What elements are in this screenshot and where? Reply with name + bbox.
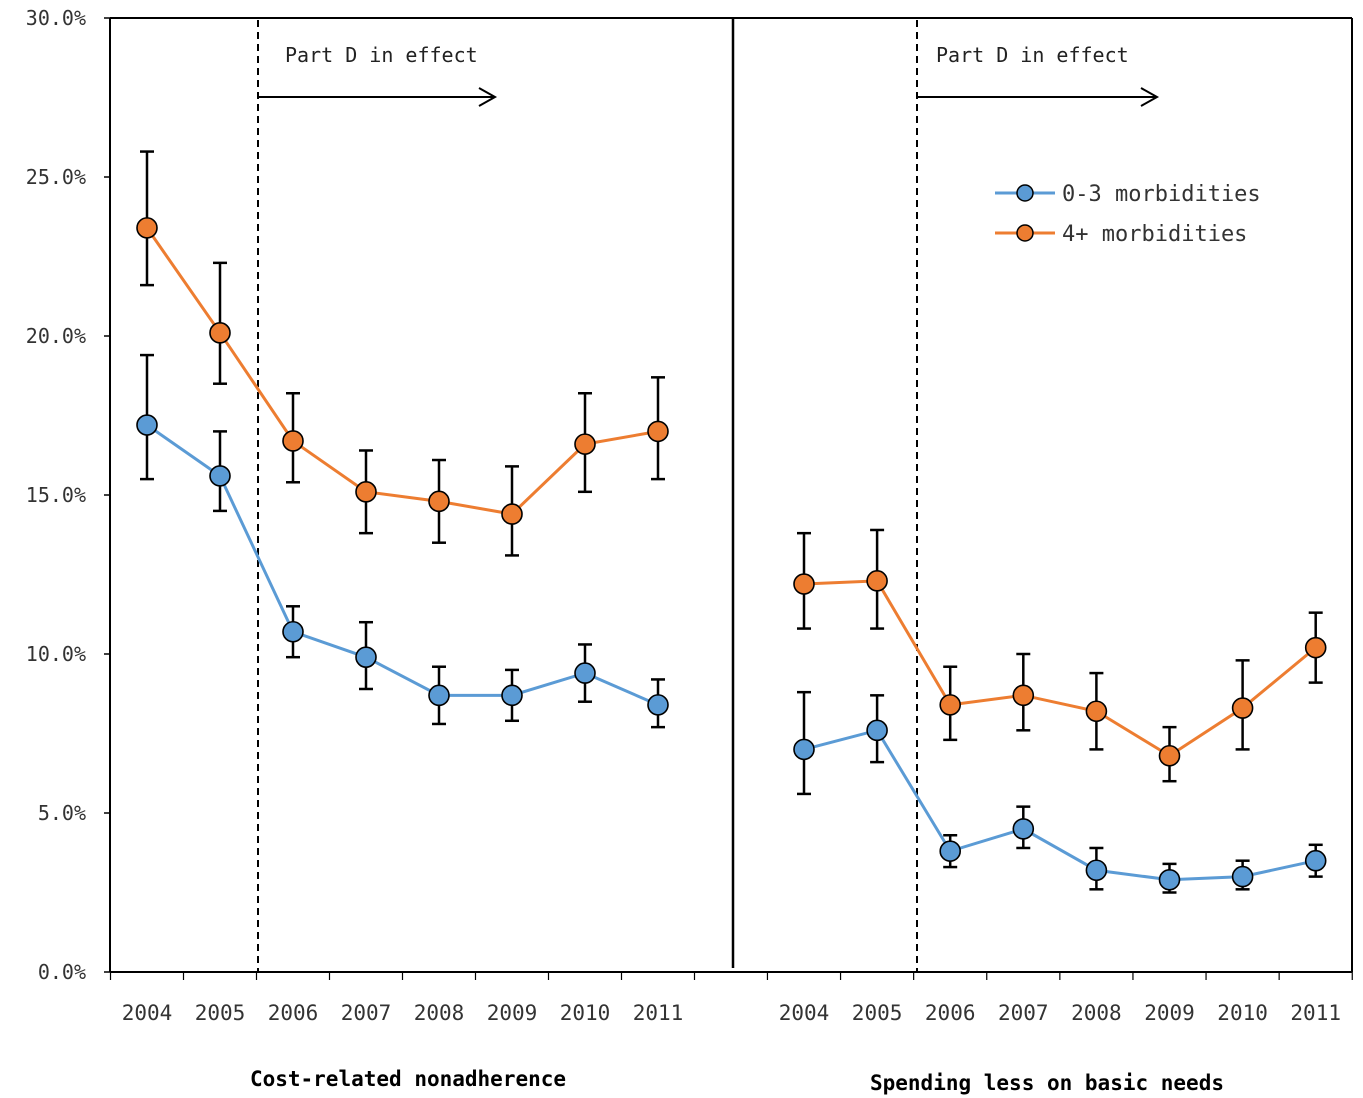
data-point: [574, 433, 596, 455]
x-tick-label: 2005: [852, 1001, 903, 1025]
x-tick-label: 2005: [195, 1001, 246, 1025]
data-point: [647, 420, 669, 443]
data-point: [939, 840, 962, 862]
x-tick-label: 2007: [341, 1001, 392, 1025]
data-point: [355, 646, 377, 668]
panel-title: Cost-related nonadherence: [250, 1067, 566, 1091]
series-line: [803, 579, 1317, 758]
data-point: [355, 481, 377, 503]
y-tick-label: 20.0%: [26, 324, 86, 348]
annotations: Part D in effect Part D in effect: [257, 20, 1160, 972]
legend-label: 0-3 morbidities: [1062, 182, 1261, 207]
data-point: [501, 684, 523, 707]
legend-label: 4+ morbidities: [1062, 222, 1247, 247]
data-point: [1012, 818, 1035, 840]
axes: 0.0% 5.0% 10.0% 15.0% 20.0% 25.0% 30.0% 2004 200…: [26, 6, 1353, 1095]
x-tick-label: 2008: [414, 1001, 465, 1025]
data-point: [793, 573, 815, 595]
data-point: [1158, 868, 1181, 891]
data-point: [574, 662, 596, 684]
x-tick-label: 2011: [1290, 1001, 1341, 1025]
x-tick-label: 2004: [779, 1001, 830, 1025]
x-tick-label: 2009: [1144, 1001, 1195, 1025]
series-line: [145, 227, 659, 516]
x-tick-label: 2008: [1071, 1001, 1122, 1025]
data-point: [136, 414, 158, 436]
data-point: [501, 503, 523, 525]
series-line: [146, 423, 659, 707]
annotation-text: Part D in effect: [285, 43, 478, 67]
y-tick-label: 0.0%: [38, 960, 86, 984]
x-tick-label: 2006: [268, 1001, 319, 1025]
data-point: [866, 570, 888, 592]
annotation-arrow-head: [478, 87, 498, 107]
panel-title: Spending less on basic needs: [870, 1071, 1224, 1095]
x-tick-label: 2007: [998, 1001, 1049, 1025]
data-point: [866, 719, 888, 742]
legend: 0-3 morbidities 4+ morbidities: [995, 182, 1261, 247]
data-point: [136, 217, 158, 239]
data-point: [1231, 697, 1254, 719]
x-tick-label: 2004: [122, 1001, 173, 1025]
x-tick-label: 2009: [487, 1001, 538, 1025]
data-point: [282, 620, 304, 643]
data-point: [1158, 744, 1181, 767]
y-tick-label: 10.0%: [26, 642, 86, 666]
data-point: [1012, 684, 1035, 707]
plot-area: [136, 150, 1327, 894]
y-tick-label: 5.0%: [38, 801, 86, 825]
data-point: [428, 684, 450, 707]
x-tick-label: 2010: [560, 1001, 611, 1025]
x-tick-label: 2011: [633, 1001, 684, 1025]
x-tick-label: 2006: [925, 1001, 976, 1025]
data-point: [209, 465, 231, 487]
data-point: [1085, 859, 1108, 882]
y-tick-label: 30.0%: [26, 6, 86, 30]
legend-marker: [1016, 184, 1034, 202]
y-tick-label: 25.0%: [26, 165, 86, 189]
data-point: [282, 430, 304, 452]
series-line: [803, 728, 1317, 882]
legend-marker: [1016, 224, 1034, 242]
data-point: [939, 694, 962, 716]
annotation-arrow-head: [1140, 87, 1160, 107]
data-point: [428, 490, 450, 513]
y-tick-label: 15.0%: [26, 483, 86, 507]
data-point: [1304, 849, 1327, 872]
data-point: [1085, 700, 1108, 723]
data-point: [1304, 636, 1327, 659]
data-point: [209, 322, 231, 344]
annotation-text: Part D in effect: [936, 43, 1129, 67]
data-point: [793, 738, 815, 761]
data-point: [1231, 865, 1254, 888]
x-tick-label: 2010: [1217, 1001, 1268, 1025]
data-point: [647, 694, 669, 716]
